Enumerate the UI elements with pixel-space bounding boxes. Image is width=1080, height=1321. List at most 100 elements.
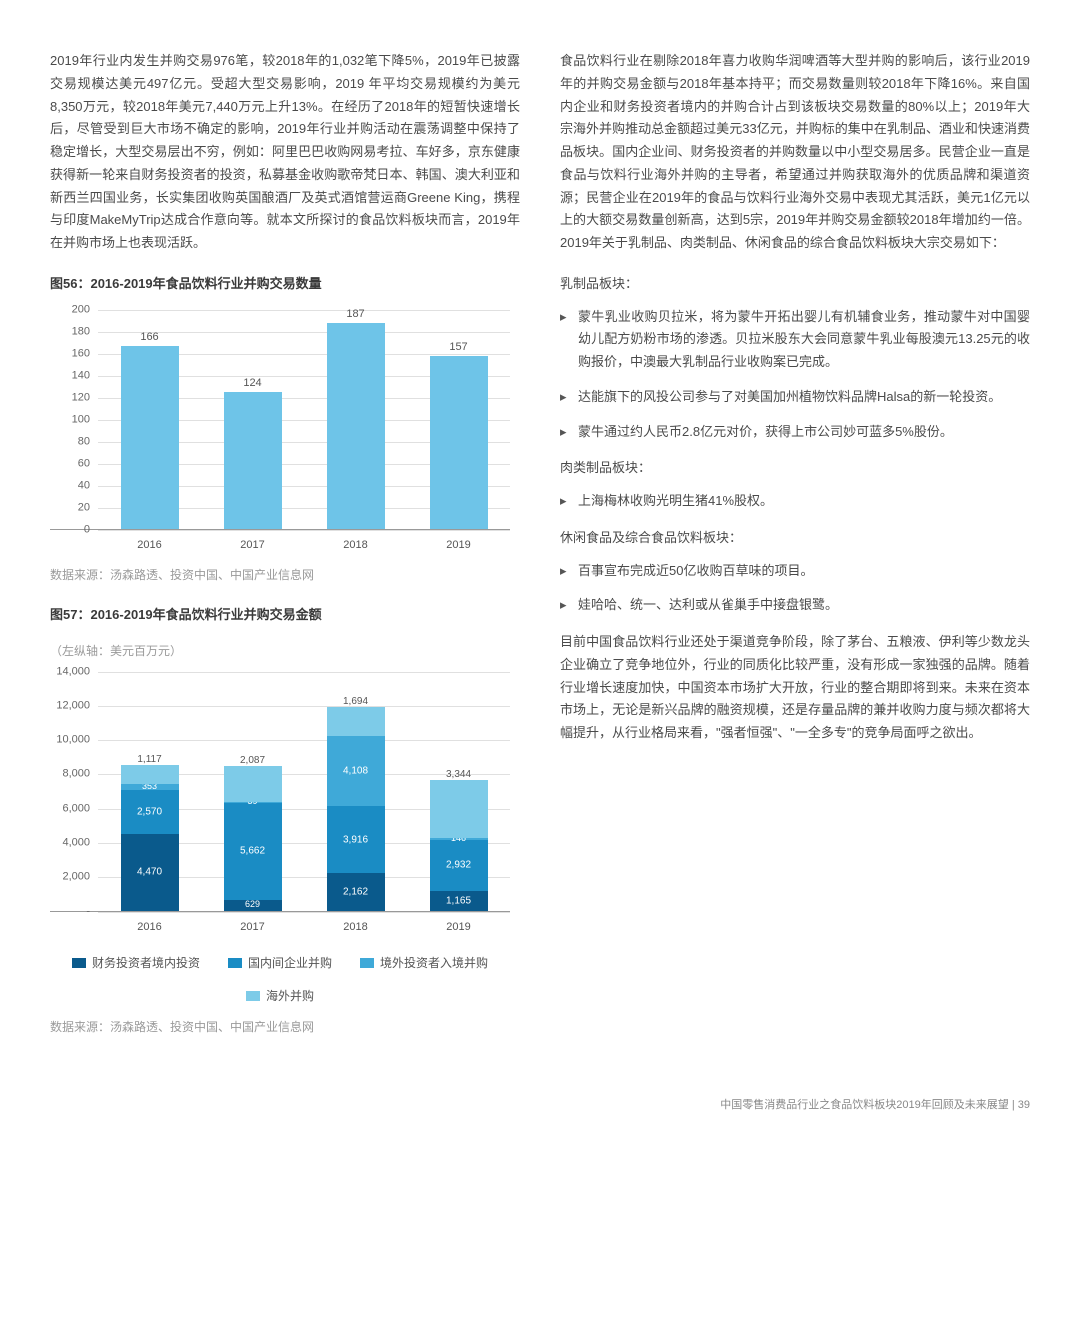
page-number: 39 xyxy=(1018,1099,1030,1111)
y-tick: 14,000 xyxy=(50,662,90,681)
footer-text: 中国零售消费品行业之食品饮料板块2019年回顾及未来展望 xyxy=(720,1099,1008,1111)
segment-label: 1,165 xyxy=(446,892,471,910)
bar-segment: 2,162 xyxy=(327,873,385,910)
intro-paragraph: 2019年行业内发生并购交易976笔，较2018年的1,032笔下降5%，201… xyxy=(50,50,520,255)
bar: 124 xyxy=(224,392,282,528)
x-label: 2016 xyxy=(110,536,190,555)
legend-item: 海外并购 xyxy=(246,986,314,1007)
segment-label: 5,662 xyxy=(240,842,265,860)
legend-swatch xyxy=(228,958,242,968)
list-item: 蒙牛通过约人民币2.8亿元对价，获得上市公司妙可蓝多5%股份。 xyxy=(560,421,1030,444)
y-tick: 140 xyxy=(50,366,90,385)
chart56-plot: 020406080100120140160180200166124187157 xyxy=(50,310,510,530)
stacked-bar: 4,470 2,570 3531,117 xyxy=(121,765,179,911)
bar-value-label: 157 xyxy=(449,338,467,357)
right-para1: 食品饮料行业在剔除2018年喜力收购华润啤酒等大型并购的影响后，该行业2019年… xyxy=(560,50,1030,255)
bar-segment: 2,932 xyxy=(430,840,488,890)
x-label: 2019 xyxy=(419,918,499,937)
chart57-xaxis: 2016201720182019 xyxy=(98,918,510,937)
bar-segment: 353 xyxy=(121,784,179,790)
y-tick: 8,000 xyxy=(50,765,90,784)
bar-segment: 5,662 xyxy=(224,803,282,900)
y-tick: 6,000 xyxy=(50,799,90,818)
legend-swatch xyxy=(360,958,374,968)
y-tick: 180 xyxy=(50,322,90,341)
page-layout: 2019年行业内发生并购交易976笔，较2018年的1,032笔下降5%，201… xyxy=(50,50,1030,1056)
y-tick: - xyxy=(50,902,90,921)
segment-label: 2,162 xyxy=(343,883,368,901)
bar-segment: 1,165 xyxy=(430,891,488,911)
legend-swatch xyxy=(246,991,260,1001)
snack-section-title: 休闲食品及综合食品饮料板块： xyxy=(560,527,1030,550)
chart57-legend: 财务投资者境内投资 国内间企业并购 境外投资者入境并购海外并购 xyxy=(50,953,510,1007)
y-tick: 4,000 xyxy=(50,833,90,852)
legend-label: 国内间企业并购 xyxy=(248,953,332,974)
legend-item: 境外投资者入境并购 xyxy=(360,953,488,974)
list-item: 娃哈哈、统一、达利或从雀巢手中接盘银鹭。 xyxy=(560,594,1030,617)
bar-segment: 3,344 xyxy=(430,780,488,837)
dairy-list: 蒙牛乳业收购贝拉米，将为蒙牛开拓出婴儿有机辅食业务，推动蒙牛对中国婴幼儿配方奶粉… xyxy=(560,306,1030,444)
bar: 166 xyxy=(121,346,179,529)
x-label: 2017 xyxy=(213,918,293,937)
list-item: 百事宣布完成近50亿收购百草味的项目。 xyxy=(560,560,1030,583)
bar-segment: 146 xyxy=(430,838,488,841)
y-tick: 10,000 xyxy=(50,730,90,749)
bar: 157 xyxy=(430,356,488,529)
chart57: -2,0004,0006,0008,00010,00012,00014,0004… xyxy=(50,672,510,1007)
meat-section-title: 肉类制品板块： xyxy=(560,457,1030,480)
bar-segment: 1,117 xyxy=(121,765,179,784)
x-label: 2018 xyxy=(316,536,396,555)
y-tick: 2,000 xyxy=(50,868,90,887)
bar-segment: 629 xyxy=(224,900,282,911)
y-tick: 100 xyxy=(50,410,90,429)
chart57-plot: -2,0004,0006,0008,00010,00012,00014,0004… xyxy=(50,672,510,912)
segment-label: 2,570 xyxy=(137,803,162,821)
bar-segment: 4,470 xyxy=(121,834,179,911)
right-column: 食品饮料行业在剔除2018年喜力收购华润啤酒等大型并购的影响后，该行业2019年… xyxy=(560,50,1030,1056)
list-item: 达能旗下的风投公司参与了对美国加州植物饮料品牌Halsa的新一轮投资。 xyxy=(560,386,1030,409)
segment-label: 3,916 xyxy=(343,831,368,849)
chart56-title: 图56：2016-2019年食品饮料行业并购交易数量 xyxy=(50,273,520,296)
segment-label: 1,694 xyxy=(343,693,368,711)
y-tick: 20 xyxy=(50,498,90,517)
y-tick: 200 xyxy=(50,300,90,319)
stacked-bar: 1,165 2,932 1463,344 xyxy=(430,780,488,910)
chart56-xaxis: 2016 2017 2018 2019 xyxy=(98,536,510,555)
legend-label: 财务投资者境内投资 xyxy=(92,953,200,974)
y-tick: 60 xyxy=(50,454,90,473)
page-footer: 中国零售消费品行业之食品饮料板块2019年回顾及未来展望 | 39 xyxy=(50,1096,1030,1115)
dairy-section-title: 乳制品板块： xyxy=(560,273,1030,296)
bar-segment: 2,087 xyxy=(224,766,282,802)
legend-label: 海外并购 xyxy=(266,986,314,1007)
left-column: 2019年行业内发生并购交易976笔，较2018年的1,032笔下降5%，201… xyxy=(50,50,520,1056)
y-tick: 160 xyxy=(50,344,90,363)
list-item: 蒙牛乳业收购贝拉米，将为蒙牛开拓出婴儿有机辅食业务，推动蒙牛对中国婴幼儿配方奶粉… xyxy=(560,306,1030,374)
bar-segment: 2,570 xyxy=(121,790,179,834)
chart57-source: 数据来源：汤森路透、投资中国、中国产业信息网 xyxy=(50,1017,520,1038)
bar-segment: 4,108 xyxy=(327,736,385,806)
chart56: 020406080100120140160180200166124187157 … xyxy=(50,310,510,555)
chart57-subtitle: （左纵轴：美元百万元） xyxy=(50,641,520,662)
segment-label: 2,932 xyxy=(446,857,471,875)
segment-label: 2,087 xyxy=(240,752,265,770)
legend-item: 国内间企业并购 xyxy=(228,953,332,974)
x-label: 2018 xyxy=(316,918,396,937)
meat-list: 上海梅林收购光明生猪41%股权。 xyxy=(560,490,1030,513)
y-tick: 40 xyxy=(50,476,90,495)
legend-swatch xyxy=(72,958,86,968)
x-label: 2019 xyxy=(419,536,499,555)
list-item: 上海梅林收购光明生猪41%股权。 xyxy=(560,490,1030,513)
segment-label: 4,108 xyxy=(343,762,368,780)
bar: 187 xyxy=(327,323,385,529)
y-tick: 80 xyxy=(50,432,90,451)
y-tick: 120 xyxy=(50,388,90,407)
right-para2: 目前中国食品饮料行业还处于渠道竞争阶段，除了茅台、五粮液、伊利等少数龙头企业确立… xyxy=(560,631,1030,745)
bar-segment: 1,694 xyxy=(327,707,385,736)
segment-label: 4,470 xyxy=(137,863,162,881)
y-tick: 0 xyxy=(50,520,90,539)
bar-segment: 39 xyxy=(224,802,282,803)
x-label: 2017 xyxy=(213,536,293,555)
stacked-bar: 2,162 3,916 4,108 1,694 xyxy=(327,707,385,911)
chart56-source: 数据来源：汤森路透、投资中国、中国产业信息网 xyxy=(50,565,520,586)
bar-value-label: 187 xyxy=(346,305,364,324)
